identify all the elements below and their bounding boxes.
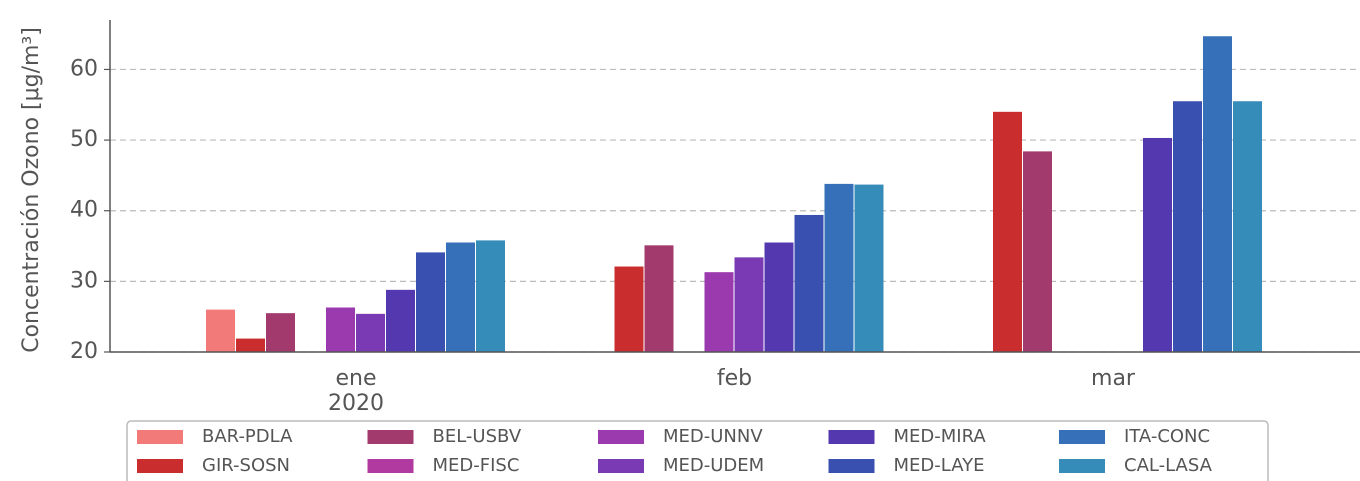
bar — [386, 289, 415, 352]
bar — [1023, 151, 1052, 352]
legend-swatch — [828, 459, 875, 473]
legend-label: MED-LAYE — [894, 455, 985, 476]
y-tick-label: 30 — [70, 268, 98, 293]
bar — [356, 313, 385, 352]
y-tick-label: 40 — [70, 198, 98, 223]
bar — [614, 266, 644, 352]
legend-label: MED-FISC — [433, 455, 520, 476]
legend-swatch — [137, 430, 183, 444]
bar — [326, 307, 355, 352]
bar — [734, 257, 764, 352]
legend-swatch — [1059, 459, 1105, 473]
legend-label: MED-UNNV — [663, 426, 763, 447]
legend-swatch — [1059, 430, 1105, 444]
legend-label: CAL-LASA — [1124, 455, 1213, 476]
bar — [236, 338, 265, 352]
legend-swatch — [828, 430, 875, 444]
bar — [794, 214, 824, 352]
bar — [1143, 137, 1172, 352]
bar — [206, 309, 235, 352]
x-tick-label: mar — [1091, 366, 1136, 391]
y-axis-label: Concentración Ozono [μg/m³] — [19, 27, 44, 353]
legend-label: ITA-CONC — [1124, 426, 1210, 447]
bar — [704, 272, 734, 352]
bar — [266, 313, 295, 352]
y-tick-label: 50 — [70, 127, 98, 152]
bar — [416, 252, 445, 352]
legend-label: GIR-SOSN — [202, 455, 290, 476]
bar — [1203, 36, 1232, 353]
legend-label: MED-MIRA — [894, 426, 987, 447]
bar — [824, 183, 854, 352]
bar — [764, 242, 794, 352]
bar — [1173, 101, 1202, 352]
bar — [446, 242, 475, 352]
bar — [1233, 101, 1262, 352]
x-tick-label: feb — [717, 366, 752, 391]
x-tick-label: ene — [335, 366, 376, 391]
bar — [644, 245, 674, 352]
bar — [993, 111, 1022, 352]
bar — [854, 184, 884, 352]
legend-label: MED-UDEM — [663, 455, 764, 476]
legend-label: BAR-PDLA — [202, 426, 293, 447]
legend-swatch — [367, 459, 414, 473]
x-year-label: 2020 — [328, 391, 384, 416]
y-tick-label: 60 — [70, 56, 98, 81]
bar — [476, 240, 505, 352]
legend-swatch — [367, 430, 414, 444]
legend-swatch — [598, 459, 644, 473]
legend-swatch — [598, 430, 644, 444]
legend-label: BEL-USBV — [433, 426, 522, 447]
legend-swatch — [137, 459, 183, 473]
y-tick-label: 20 — [70, 339, 98, 364]
